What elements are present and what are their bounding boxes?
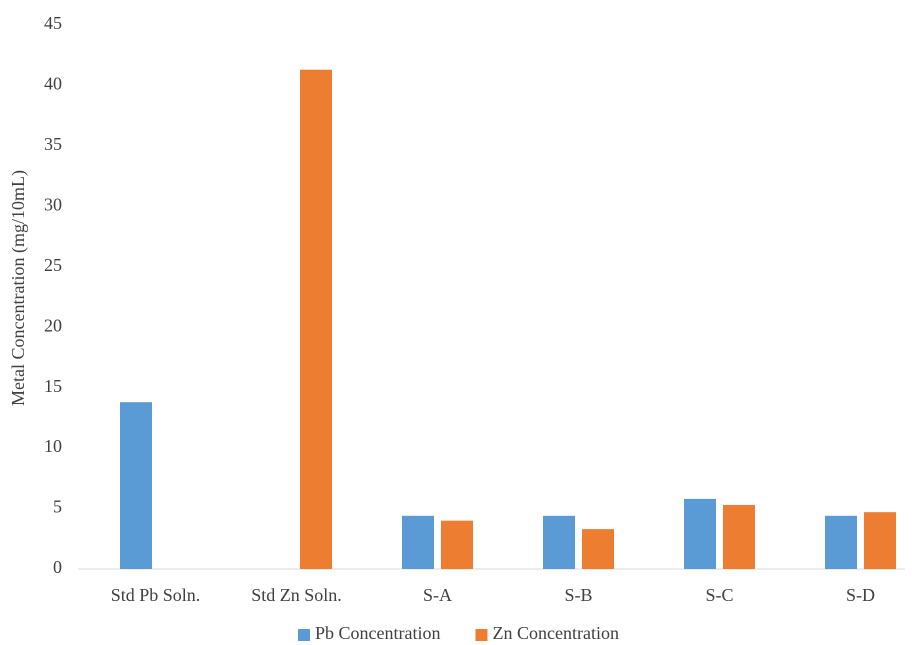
bar [441,520,473,569]
y-tick-label: 20 [44,315,62,335]
x-tick-label: Std Zn Soln. [251,585,342,605]
y-tick-label: 25 [44,255,62,275]
bar [402,515,434,569]
y-tick-label: 30 [44,194,62,214]
bar [684,498,716,569]
x-tick-label: S-D [846,585,875,605]
y-tick-label: 15 [44,376,62,396]
bar [825,515,857,569]
y-tick-label: 45 [44,13,62,33]
bar [543,515,575,569]
bar [723,504,755,569]
y-tick-label: 0 [53,557,62,577]
legend-swatch [298,629,310,641]
x-tick-label: S-A [423,585,452,605]
legend-swatch [475,629,488,641]
bar [120,402,152,569]
bar [300,69,332,570]
y-axis-label: Metal Concentration (mg/10mL) [8,170,29,406]
legend-label: Pb Concentration [315,623,440,643]
x-tick-label: S-C [705,585,733,605]
y-tick-label: 5 [53,497,62,517]
y-tick-label: 35 [44,134,62,154]
x-tick-label: Std Pb Soln. [111,585,201,605]
y-tick-label: 40 [44,74,62,94]
bar [864,512,896,569]
x-tick-label: S-B [564,585,592,605]
bar [582,529,614,569]
y-tick-label: 10 [44,436,62,456]
legend-label: Zn Concentration [492,623,618,643]
